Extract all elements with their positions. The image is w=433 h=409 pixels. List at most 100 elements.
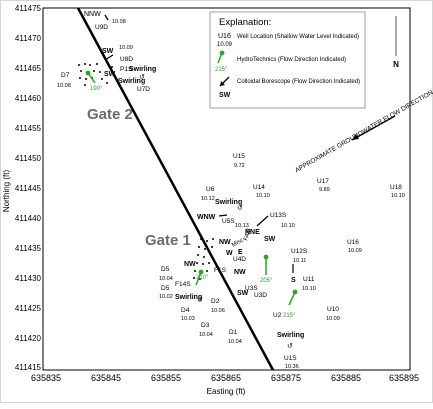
barrier-line	[76, 7, 275, 371]
y-tick: 411475	[15, 4, 42, 13]
well-id: D3	[201, 322, 210, 329]
well-id: U10	[327, 306, 339, 313]
y-tick: 411415	[15, 363, 42, 372]
well-id: U3D	[254, 292, 267, 299]
well-value: 10.09	[119, 45, 133, 51]
flow-arrow	[218, 214, 228, 217]
swirl-icon: ↺	[237, 205, 243, 212]
gate-1-label: Gate 1	[145, 232, 191, 249]
well-id: D2	[211, 298, 220, 305]
well-id: U16	[347, 239, 359, 246]
well-id: U15	[233, 153, 245, 160]
swirl-icon: ↺	[197, 297, 203, 304]
flow-arrow	[256, 215, 269, 227]
well-dots	[78, 63, 113, 86]
gate-2-label: Gate 2	[87, 106, 133, 123]
legend: Explanation: U16 10.09 Well Location (Sh…	[209, 11, 366, 109]
legend-colloidal-dir: SW	[219, 92, 231, 99]
well-id: U3S	[245, 285, 258, 292]
flow-arrow	[104, 14, 109, 21]
y-tick: 411435	[15, 244, 42, 253]
flow-arrow	[104, 54, 114, 61]
well-id: U17	[317, 178, 329, 185]
misc-label: FAM	[243, 228, 253, 242]
gate-2-cluster: NNW 10.08 U9D 10.09 SW U8D SW P1S Swirli…	[57, 11, 156, 93]
well-id: U9D	[95, 24, 108, 31]
flow-label: NW	[234, 269, 246, 276]
y-tick: 411450	[15, 154, 42, 163]
flow-label: NW	[219, 239, 231, 246]
north-label: N	[393, 60, 399, 69]
x-tick: 635855	[151, 373, 181, 383]
legend-box	[209, 11, 366, 109]
y-tick: 411420	[15, 334, 42, 343]
legend-well-desc: Well Location (Shallow Water Level Indic…	[237, 34, 359, 40]
well-value: 10.10	[391, 193, 405, 199]
x-tick: 635865	[211, 373, 241, 383]
well-id: U14	[253, 184, 265, 191]
flow-label: Swirling	[175, 294, 202, 301]
x-axis: 635835 635845 635855 635865 635875 63588…	[31, 373, 419, 396]
x-tick: 635895	[389, 373, 419, 383]
flow-label: NNW	[84, 11, 101, 18]
well-id: D4	[181, 307, 190, 314]
flow-label: SW	[104, 71, 116, 78]
well-value: 10.04	[159, 276, 173, 282]
hydro-angle: 205°	[260, 278, 273, 284]
well-value: 10.04	[199, 332, 213, 338]
well-id: D5	[161, 266, 170, 273]
well-id: U18	[390, 184, 402, 191]
legend-colloidal-arrowhead	[220, 81, 225, 86]
well-value: 10.10	[256, 193, 270, 199]
well-id: D1	[229, 329, 238, 336]
y-tick: 411430	[15, 274, 42, 283]
well-id: D5	[161, 285, 170, 292]
legend-hydro-desc: HydroTechnics (Flow Direction Indicated)	[237, 57, 346, 63]
legend-hydro-dot	[219, 50, 225, 56]
flow-label: WNW	[197, 214, 216, 221]
well-value: 10.08	[57, 83, 71, 89]
x-tick: 635885	[331, 373, 361, 383]
well-value: 10.10	[302, 286, 316, 292]
well-value: 9.89	[319, 187, 330, 193]
well-id: U4D	[233, 256, 246, 263]
x-tick: 635845	[91, 373, 121, 383]
flow-label: Swirling	[277, 332, 304, 339]
hydro-dot	[292, 289, 298, 295]
well-id: U12S	[291, 248, 308, 255]
well-id: U5S	[222, 218, 235, 225]
well-value: 10.09	[326, 316, 340, 322]
legend-colloidal-desc: Colloidal Borescope (Flow Direction Indi…	[237, 79, 360, 85]
gate-1-cluster: U6 10.12 Swirling ↺ WNW U5S 10.13 U13S 1…	[159, 186, 308, 370]
well-value: 10.11	[293, 258, 306, 264]
regional-flow-arrowhead	[352, 134, 359, 140]
x-axis-label: Easting (ft)	[207, 387, 246, 396]
flow-label: W	[226, 250, 233, 257]
y-axis: 411475 411470 411465 411460 411455 41145…	[2, 4, 42, 372]
misc-label: Misc	[231, 237, 245, 248]
y-tick: 411445	[15, 184, 42, 193]
flow-label: NNE	[245, 229, 260, 236]
well-value: 10.09	[348, 248, 362, 254]
flow-label: SW	[102, 48, 114, 55]
hydro-dot	[85, 70, 91, 76]
swirl-icon: ↺	[139, 74, 145, 81]
legend-hydro-angle: 215°	[215, 67, 228, 73]
legend-title: Explanation:	[219, 17, 271, 28]
north-arrow: N	[393, 16, 399, 69]
flow-label: SW	[264, 236, 276, 243]
well-value: 10.10	[281, 223, 295, 229]
well-value: 10.08	[112, 19, 126, 25]
hydro-angle: 190°	[90, 86, 103, 92]
well-value: 10.04	[228, 339, 242, 345]
well-value: 10.06	[211, 308, 225, 314]
well-value: 10.12	[201, 196, 215, 202]
flow-label: SW	[237, 290, 249, 297]
y-tick: 411460	[15, 94, 42, 103]
well-id: U2	[273, 312, 282, 319]
well-value: 9.72	[234, 163, 245, 169]
well-id: U1S	[284, 355, 297, 362]
well-id: P1S	[120, 66, 133, 73]
